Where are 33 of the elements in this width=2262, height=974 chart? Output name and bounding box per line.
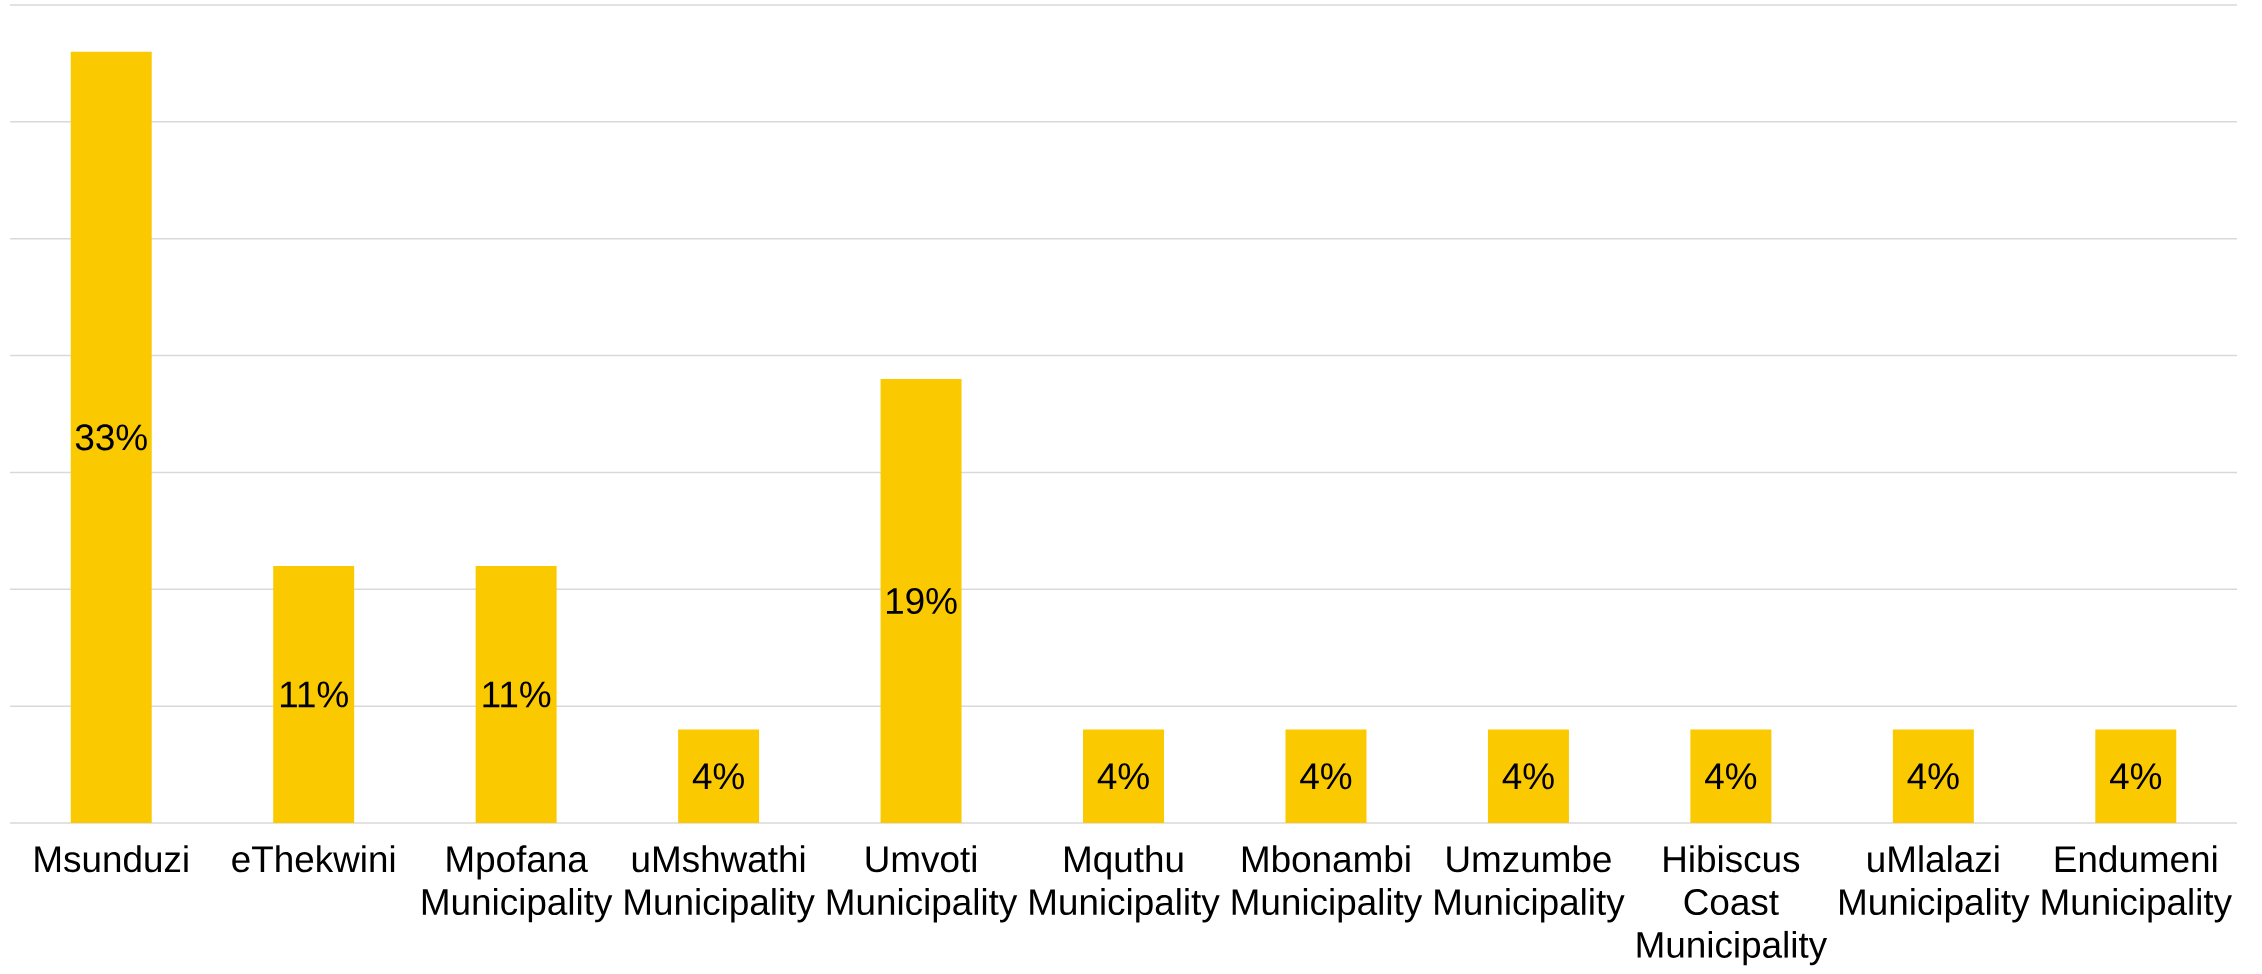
bar xyxy=(1892,729,1974,823)
x-tick-label: Umvoti Municipality xyxy=(827,845,1018,923)
data-label: 4% xyxy=(1907,763,1959,790)
x-tick-label: Mbonambi Municipality xyxy=(1232,845,1423,923)
data-label: 4% xyxy=(2110,763,2162,790)
data-label: 11% xyxy=(280,681,348,708)
bar xyxy=(1285,729,1367,823)
data-label: 4% xyxy=(692,763,744,790)
data-label: 4% xyxy=(1097,763,1149,790)
bar xyxy=(1690,729,1772,823)
x-tick-label: uMshwathi Municipality xyxy=(625,845,815,923)
x-tick-label: Umzumbe Municipality xyxy=(1435,845,1625,923)
data-label: 4% xyxy=(1300,763,1352,790)
x-tick-label: Msunduzi xyxy=(35,845,188,873)
bar xyxy=(1083,729,1164,823)
x-tick-label: eThekwini xyxy=(232,845,395,873)
data-label: 33% xyxy=(75,424,147,451)
data-label: 11% xyxy=(483,681,551,708)
x-tick-label: uMlalazi Municipality xyxy=(1840,845,2030,923)
bar xyxy=(678,729,760,823)
data-label: 4% xyxy=(1705,763,1757,790)
bar xyxy=(475,565,557,823)
bar xyxy=(1487,729,1569,823)
x-tick-label: Mpofana Municipality xyxy=(422,845,613,923)
x-tick-label: Hibiscus Coast Municipality xyxy=(1637,845,1828,966)
x-tick-label: Mquthu Municipality xyxy=(1030,845,1220,923)
bar xyxy=(273,565,355,823)
bar xyxy=(2095,729,2177,823)
x-tick-label: Endumeni Municipality xyxy=(2042,845,2232,923)
bar xyxy=(70,51,152,823)
bar xyxy=(880,378,962,823)
data-label: 4% xyxy=(1502,763,1554,790)
data-label: 19% xyxy=(886,587,957,615)
